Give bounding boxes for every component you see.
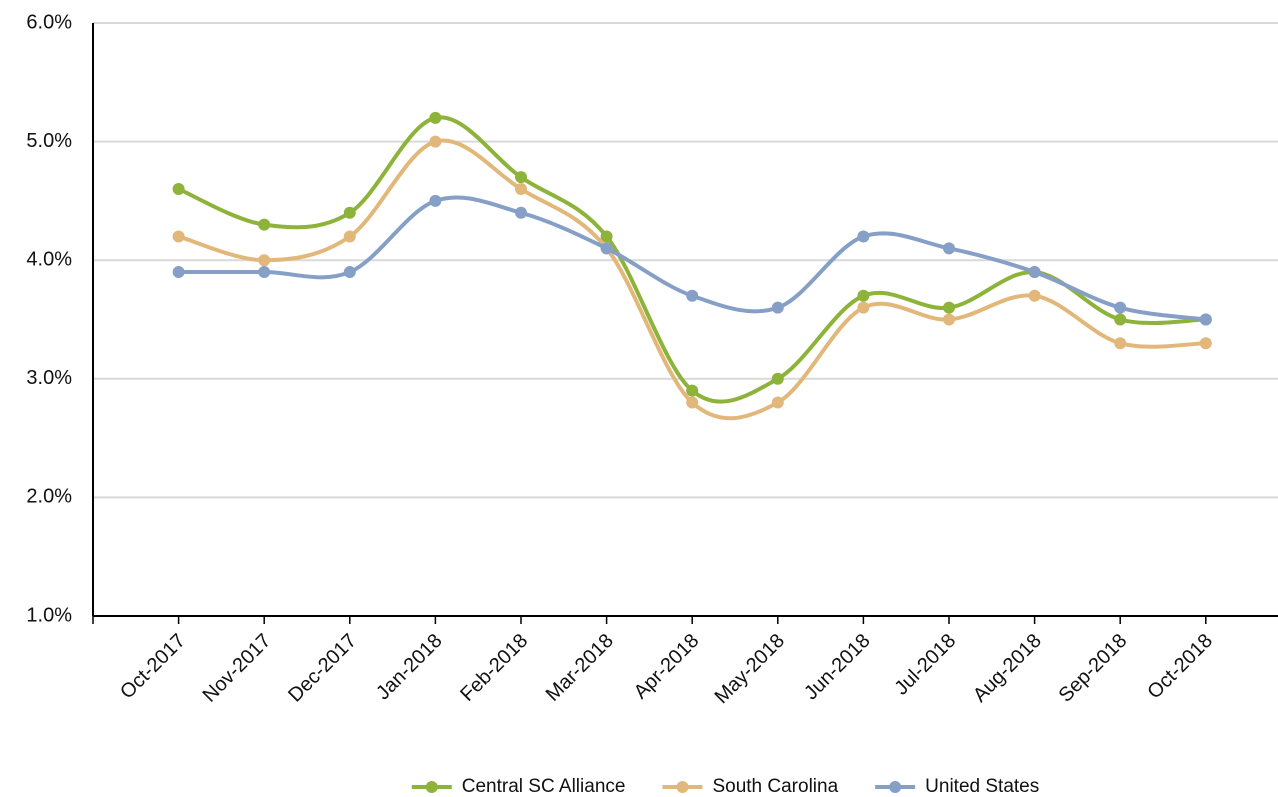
x-tick-label: Nov-2017: [199, 630, 276, 707]
data-point: [343, 266, 356, 279]
data-point: [343, 230, 356, 243]
data-point: [600, 230, 613, 243]
data-point: [686, 289, 699, 302]
x-tick-label: May-2018: [711, 630, 789, 708]
data-point: [172, 266, 185, 279]
x-tick-label: Jan-2018: [372, 630, 447, 705]
x-tick-label: Feb-2018: [456, 630, 532, 706]
data-point: [686, 384, 699, 397]
legend-marker: [889, 781, 902, 793]
y-tick-label: 6.0%: [26, 11, 72, 33]
x-tick-label: Oct-2017: [116, 630, 190, 704]
data-point: [1028, 289, 1041, 302]
data-point: [429, 111, 442, 124]
data-point: [1199, 337, 1212, 350]
data-point: [1114, 313, 1127, 326]
data-point: [686, 396, 699, 409]
data-point: [515, 171, 527, 184]
data-point: [771, 372, 784, 385]
x-tick-label: Oct-2018: [1143, 630, 1217, 704]
data-point: [943, 313, 955, 326]
x-tick-label: Aug-2018: [969, 630, 1046, 707]
data-point: [857, 289, 870, 302]
data-point: [343, 206, 356, 219]
y-tick-label: 2.0%: [26, 486, 72, 508]
legend-label: Central SC Alliance: [462, 776, 626, 797]
data-point: [1114, 301, 1127, 314]
x-tick-label: Dec-2017: [284, 630, 361, 707]
x-tick-label: Jul-2018: [890, 630, 960, 700]
legend-label: South Carolina: [712, 776, 838, 797]
x-tick-label: Apr-2018: [630, 630, 704, 704]
y-tick-label: 1.0%: [26, 604, 72, 626]
data-point: [258, 266, 271, 279]
x-tick-label: Mar-2018: [542, 630, 618, 706]
legend-marker: [676, 781, 689, 793]
data-point: [771, 396, 784, 409]
data-point: [943, 242, 955, 255]
data-point: [857, 230, 870, 243]
data-point: [1028, 266, 1041, 279]
data-point: [515, 206, 527, 219]
data-point: [600, 242, 613, 255]
data-point: [771, 301, 784, 314]
legend-marker: [425, 781, 438, 793]
data-point: [429, 194, 442, 207]
x-tick-label: Sep-2018: [1055, 630, 1132, 707]
legend-label: United States: [925, 776, 1039, 797]
data-point: [258, 218, 271, 231]
data-point: [1114, 337, 1127, 350]
y-tick-label: 4.0%: [26, 248, 72, 270]
y-tick-label: 5.0%: [26, 130, 72, 152]
data-point: [258, 254, 271, 267]
x-tick-label: Jun-2018: [800, 630, 875, 705]
data-point: [172, 230, 185, 243]
data-point: [943, 301, 955, 314]
legend: Central SC Alliance South Carolina United …: [411, 776, 1039, 797]
data-point: [857, 301, 870, 314]
y-tick-label: 3.0%: [26, 367, 72, 389]
data-point: [172, 183, 185, 196]
data-point: [515, 183, 527, 196]
data-point: [429, 135, 442, 148]
data-point: [1199, 313, 1212, 326]
